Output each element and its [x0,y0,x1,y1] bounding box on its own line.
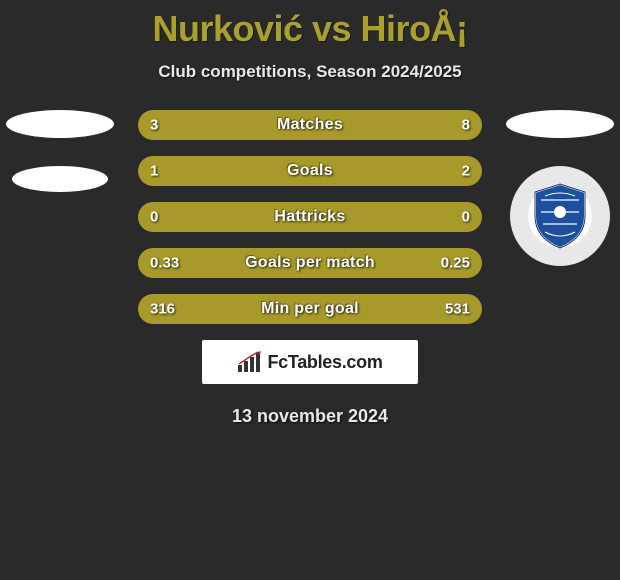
stats-bars: 38Matches 12Goals 00Hattricks 0.330.25Goals… [138,110,482,324]
stat-label: Hattricks [138,208,482,226]
right-player-club-badge [510,166,610,266]
fctables-logo-icon [237,351,263,373]
stat-row: 316531Min per goal [138,294,482,324]
stat-label: Goals per match [138,254,482,272]
right-player-avatar [506,110,614,138]
stat-row: 38Matches [138,110,482,140]
stat-label: Min per goal [138,300,482,318]
comparison-area: 38Matches 12Goals 00Hattricks 0.330.25Goals… [0,110,620,324]
stat-row: 0.330.25Goals per match [138,248,482,278]
stat-label: Goals [138,162,482,180]
left-player-column [0,110,120,192]
left-player-club-badge [12,166,108,192]
brand-text: FcTables.com [267,352,382,373]
left-player-avatar [6,110,114,138]
right-player-column [500,110,620,266]
brand-badge[interactable]: FcTables.com [202,340,418,384]
stat-label: Matches [138,116,482,134]
zeljeznicar-shield-icon [531,182,589,250]
subtitle: Club competitions, Season 2024/2025 [0,62,620,82]
page-title: Nurković vs HiroÅ¡ [0,0,620,50]
stat-row: 12Goals [138,156,482,186]
stat-row: 00Hattricks [138,202,482,232]
date-text: 13 november 2024 [0,406,620,427]
